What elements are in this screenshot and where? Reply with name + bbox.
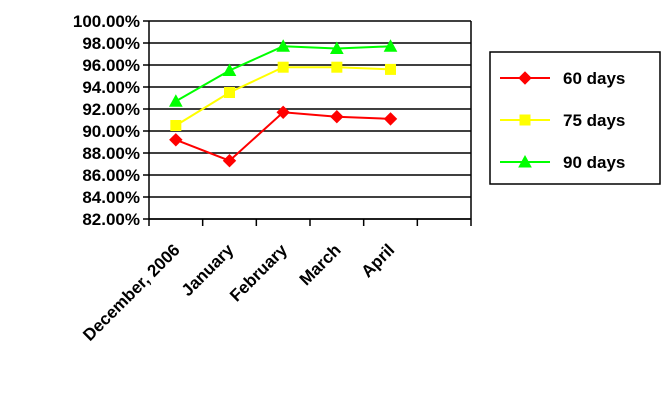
x-tick-label: April (358, 240, 399, 281)
y-tick-label: 84.00% (82, 188, 140, 207)
y-tick-label: 92.00% (82, 100, 140, 119)
data-point-60-days (169, 133, 183, 147)
data-point-75-days (385, 63, 396, 75)
data-point-75-days (170, 120, 182, 131)
legend-label-60-days: 60 days (563, 69, 625, 88)
y-tick-label: 86.00% (82, 166, 140, 185)
data-point-60-days (330, 109, 344, 124)
series-75-days (170, 61, 396, 131)
x-tick-label: December, 2006 (79, 240, 183, 344)
y-tick-label: 90.00% (82, 122, 140, 141)
data-point-90-days (329, 41, 344, 54)
data-point-90-days (383, 39, 398, 52)
data-point-75-days (224, 87, 235, 98)
legend-marker-75-days (519, 114, 531, 126)
series-layer (168, 39, 398, 168)
data-point-90-days (168, 94, 183, 107)
axes (143, 20, 472, 226)
data-point-90-days (222, 63, 237, 76)
legend-label-90-days: 90 days (563, 153, 625, 172)
data-point-75-days (277, 61, 289, 73)
data-point-60-days (276, 105, 290, 120)
y-tick-label: 94.00% (82, 78, 140, 97)
y-tick-label: 98.00% (82, 34, 140, 53)
y-tick-label: 100.00% (73, 12, 140, 31)
series-60-days (169, 105, 398, 168)
data-point-90-days (276, 39, 291, 52)
data-point-60-days (222, 153, 237, 168)
x-tick-label: March (296, 240, 345, 289)
data-point-75-days (331, 61, 343, 73)
series-line-90-days (175, 45, 391, 103)
y-tick-label: 96.00% (82, 56, 140, 75)
series-90-days (168, 39, 398, 107)
legend-item-75-days: 75 days (500, 111, 625, 130)
x-tick-label: February (226, 240, 291, 305)
legend-marker-60-days (518, 71, 532, 85)
legend-item-60-days: 60 days (500, 69, 625, 88)
y-tick-label: 88.00% (82, 144, 140, 163)
y-axis-tick-labels: 82.00% 84.00% 86.00% 88.00% 90.00% 92.00% 94.0… (73, 12, 140, 229)
legend-marker-90-days (518, 154, 532, 168)
y-tick-label: 82.00% (82, 210, 140, 229)
legend-item-90-days: 90 days (500, 153, 625, 172)
grid-lines (149, 20, 471, 220)
data-point-60-days (383, 112, 398, 126)
legend-label-75-days: 75 days (563, 111, 625, 130)
legend: 60 days 75 days 90 days (489, 51, 661, 185)
